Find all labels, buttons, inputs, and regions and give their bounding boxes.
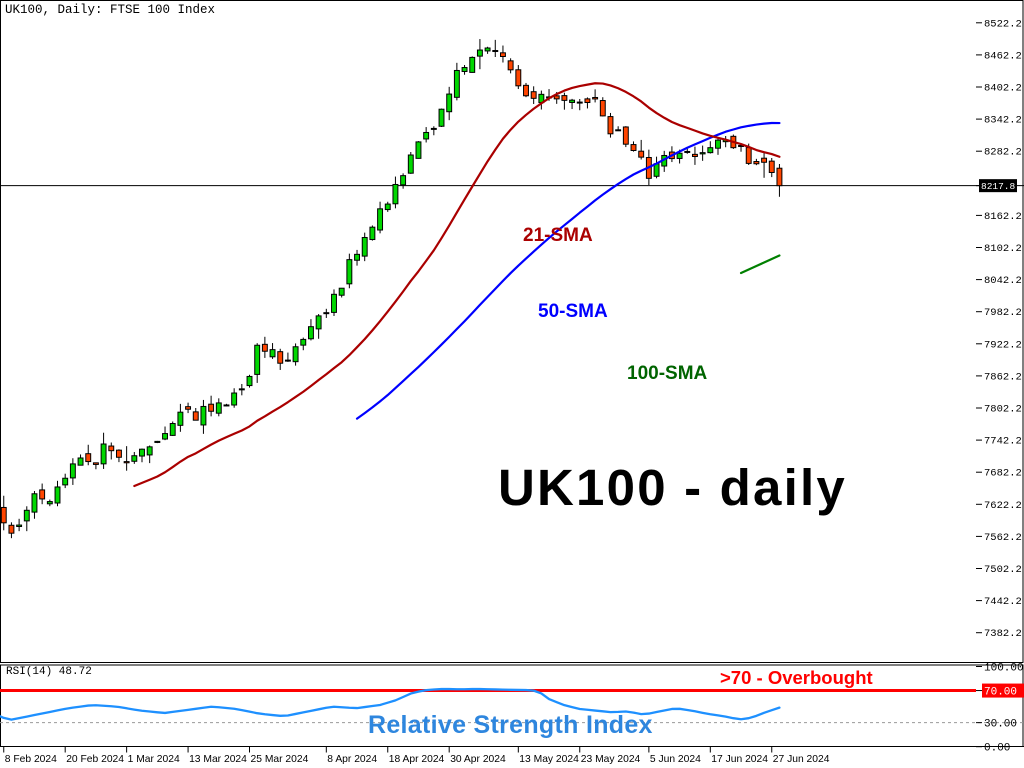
svg-text:UK100 - daily: UK100 - daily bbox=[498, 459, 847, 516]
svg-text:7622.2: 7622.2 bbox=[984, 500, 1022, 512]
svg-text:RSI(14) 48.72: RSI(14) 48.72 bbox=[6, 666, 92, 678]
svg-text:0.00: 0.00 bbox=[984, 743, 1010, 755]
svg-text:70.00: 70.00 bbox=[984, 687, 1017, 699]
svg-text:7922.2: 7922.2 bbox=[984, 339, 1022, 351]
svg-text:13 May 2024: 13 May 2024 bbox=[519, 754, 579, 765]
svg-text:7682.2: 7682.2 bbox=[984, 468, 1022, 480]
svg-text:100-SMA: 100-SMA bbox=[627, 363, 708, 384]
svg-text:UK100, Daily: FTSE 100 Index: UK100, Daily: FTSE 100 Index bbox=[5, 3, 215, 17]
svg-text:30.00: 30.00 bbox=[984, 719, 1017, 731]
svg-text:7862.2: 7862.2 bbox=[984, 371, 1022, 383]
svg-text:30 Apr 2024: 30 Apr 2024 bbox=[450, 754, 506, 765]
svg-text:13 Mar 2024: 13 Mar 2024 bbox=[189, 754, 247, 765]
svg-text:8042.2: 8042.2 bbox=[984, 275, 1022, 287]
svg-text:7562.2: 7562.2 bbox=[984, 532, 1022, 544]
svg-text:8102.2: 8102.2 bbox=[984, 243, 1022, 255]
svg-text:23 May 2024: 23 May 2024 bbox=[581, 754, 641, 765]
svg-text:7982.2: 7982.2 bbox=[984, 307, 1022, 319]
svg-text:1 Mar 2024: 1 Mar 2024 bbox=[128, 754, 180, 765]
svg-text:25 Mar 2024: 25 Mar 2024 bbox=[251, 754, 309, 765]
svg-text:8162.2: 8162.2 bbox=[984, 211, 1022, 223]
svg-text:7382.2: 7382.2 bbox=[984, 628, 1022, 640]
svg-text:8217.8: 8217.8 bbox=[981, 181, 1016, 192]
svg-text:7802.2: 7802.2 bbox=[984, 404, 1022, 416]
svg-text:7742.2: 7742.2 bbox=[984, 436, 1022, 448]
svg-text:8462.2: 8462.2 bbox=[984, 50, 1022, 62]
svg-text:21-SMA: 21-SMA bbox=[523, 225, 593, 246]
svg-text:Relative Strength Index: Relative Strength Index bbox=[368, 711, 653, 739]
svg-text:50-SMA: 50-SMA bbox=[538, 301, 608, 322]
svg-text:7442.2: 7442.2 bbox=[984, 596, 1022, 608]
svg-text:8342.2: 8342.2 bbox=[984, 115, 1022, 127]
svg-text:8402.2: 8402.2 bbox=[984, 83, 1022, 95]
svg-text:8522.2: 8522.2 bbox=[984, 18, 1022, 30]
svg-text:20 Feb 2024: 20 Feb 2024 bbox=[66, 754, 124, 765]
svg-text:27 Jun 2024: 27 Jun 2024 bbox=[773, 754, 830, 765]
svg-text:8282.2: 8282.2 bbox=[984, 147, 1022, 159]
svg-text:5 Jun 2024: 5 Jun 2024 bbox=[650, 754, 701, 765]
svg-text:8 Apr 2024: 8 Apr 2024 bbox=[327, 754, 377, 765]
svg-text:18 Apr 2024: 18 Apr 2024 bbox=[389, 754, 445, 765]
svg-text:>70 - Overbought: >70 - Overbought bbox=[720, 667, 873, 688]
svg-text:17 Jun 2024: 17 Jun 2024 bbox=[711, 754, 768, 765]
svg-text:100.00: 100.00 bbox=[984, 663, 1024, 675]
svg-text:7502.2: 7502.2 bbox=[984, 564, 1022, 576]
svg-text:8 Feb 2024: 8 Feb 2024 bbox=[5, 754, 57, 765]
